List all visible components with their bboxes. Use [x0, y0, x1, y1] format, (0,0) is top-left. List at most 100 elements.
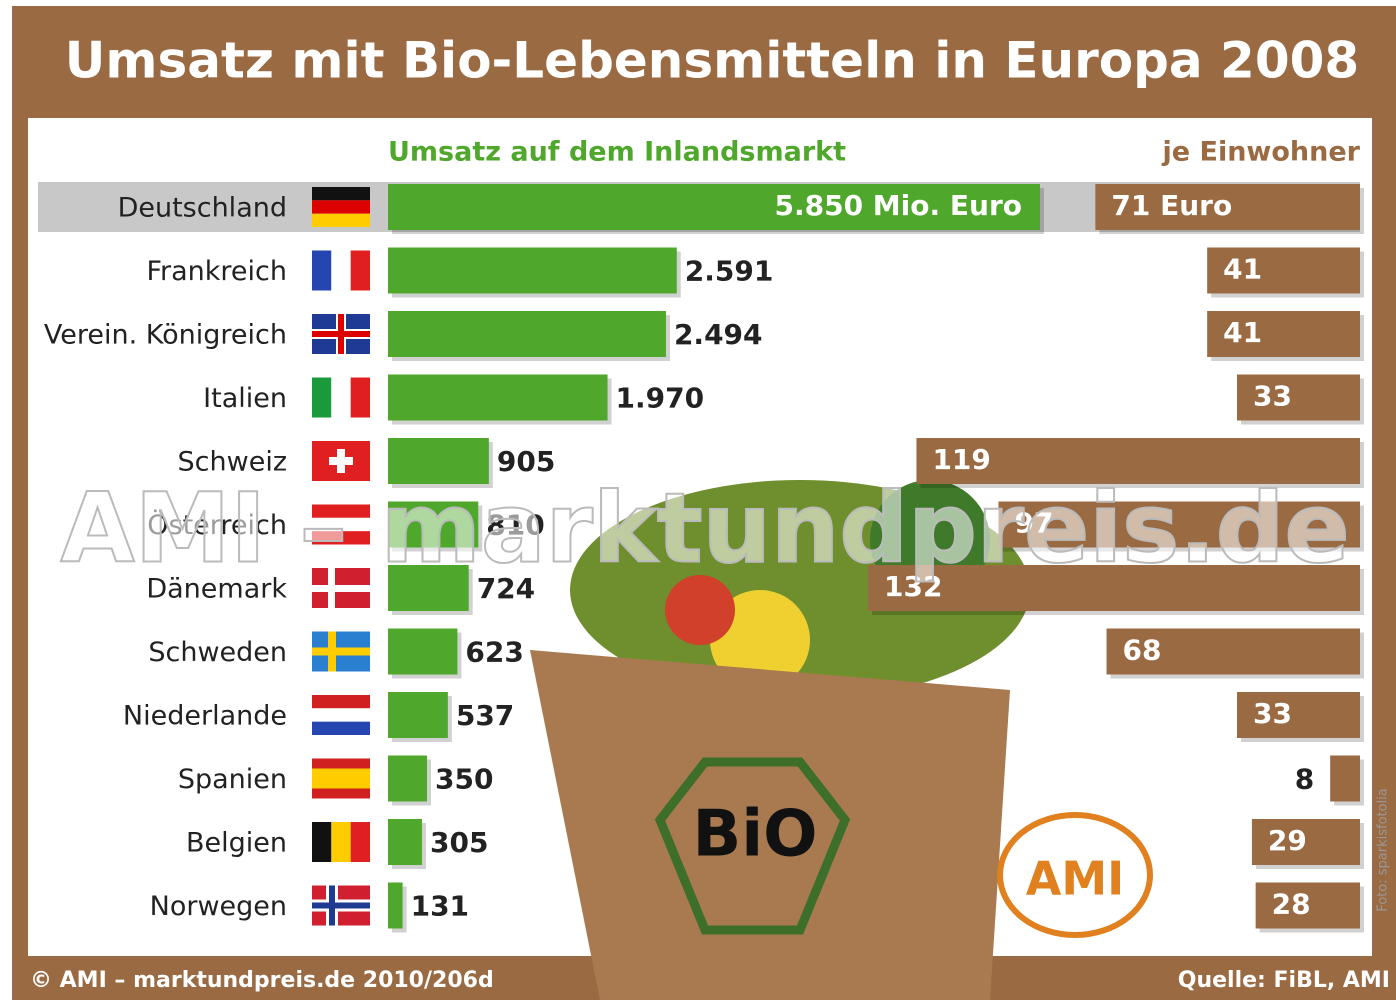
flag-part — [312, 213, 370, 227]
value-label: 724 — [477, 572, 535, 605]
flag-part — [312, 721, 370, 735]
flag-part — [312, 250, 332, 291]
category-label: Norwegen — [150, 891, 287, 922]
bar — [388, 438, 489, 484]
value-label: 132 — [884, 570, 942, 603]
category-label: Belgien — [186, 828, 287, 859]
watermark: AMI – marktundpreis.de — [60, 472, 1349, 584]
bar — [1255, 882, 1360, 929]
photo-credit: Foto: sparkisfotolia — [1376, 788, 1391, 912]
value-label: 33 — [1253, 380, 1292, 413]
value-label: 8 — [1295, 763, 1314, 796]
bar — [1095, 184, 1360, 230]
title: Umsatz mit Bio-Lebensmitteln in Europa 2… — [65, 32, 1359, 90]
series-header: Umsatz auf dem Inlandsmarkt — [388, 137, 846, 168]
bar — [388, 311, 666, 357]
bag-image — [530, 480, 1153, 1000]
flag-part — [312, 377, 332, 418]
bar — [1251, 819, 1360, 865]
value-label: 119 — [932, 443, 990, 476]
value-label: 350 — [435, 763, 493, 796]
bar — [1237, 692, 1360, 738]
flag-part — [329, 457, 353, 465]
flag-part — [312, 822, 332, 862]
flag-part — [350, 822, 370, 862]
bar — [1207, 311, 1360, 357]
value-label: 905 — [497, 445, 555, 478]
flag-part — [312, 585, 370, 592]
category-label: Deutschland — [118, 193, 287, 224]
bar — [1237, 374, 1360, 421]
bar — [1330, 755, 1360, 802]
category-label: Schweden — [148, 637, 287, 668]
value-label: 810 — [486, 509, 544, 542]
category-label: Österreich — [147, 509, 287, 541]
series-header: je Einwohner — [1162, 137, 1361, 168]
flag-part — [312, 504, 370, 518]
bar — [388, 628, 458, 675]
value-label: 1.970 — [616, 382, 705, 415]
bar — [998, 501, 1360, 548]
bio-logo — [654, 757, 851, 935]
bag — [530, 650, 1010, 1000]
category-label: Italien — [203, 383, 287, 414]
value-label: 41 — [1223, 316, 1262, 349]
flag-part — [331, 250, 351, 291]
value-label: 5.850 Mio. Euro — [774, 189, 1022, 222]
value-label: 29 — [1268, 824, 1307, 857]
flag-part — [312, 187, 370, 201]
flag-part — [312, 768, 370, 789]
category-label: Niederlande — [123, 701, 287, 732]
category-label: Verein. Königreich — [44, 320, 287, 351]
flag-part — [312, 200, 370, 214]
ami-logo-text: AMI — [1026, 852, 1125, 906]
bar — [388, 247, 677, 294]
value-label: 28 — [1272, 888, 1311, 921]
flag-part — [312, 531, 370, 545]
flag-part — [312, 695, 370, 709]
bar — [868, 565, 1360, 611]
value-label: 68 — [1123, 634, 1162, 667]
flag-part — [331, 377, 351, 418]
footer-right: Quelle: FiBL, AMI — [1178, 968, 1390, 993]
category-label: Dänemark — [146, 574, 287, 605]
category-label: Schweiz — [178, 447, 287, 478]
flag-part — [312, 647, 370, 656]
value-label: 2.494 — [674, 318, 763, 351]
value-label: 97 — [1014, 507, 1053, 540]
bar — [388, 819, 422, 865]
value-label: 131 — [411, 890, 469, 923]
flag-part — [350, 250, 370, 291]
fruit — [665, 575, 735, 645]
bar — [1207, 247, 1360, 294]
value-label: 305 — [430, 826, 488, 859]
category-label: Spanien — [178, 764, 287, 795]
flag-part — [312, 331, 370, 337]
category-label: Frankreich — [146, 256, 287, 287]
value-label: 33 — [1253, 697, 1292, 730]
bar — [388, 882, 403, 929]
bar — [388, 501, 479, 548]
bar — [388, 184, 1040, 230]
bar — [388, 692, 448, 738]
value-label: 41 — [1223, 253, 1262, 286]
bar — [388, 374, 608, 421]
footer-left: © AMI – marktundpreis.de 2010/206d — [30, 968, 494, 993]
bio-logo-text: BiO — [692, 798, 817, 872]
value-label: 623 — [465, 636, 523, 669]
bar — [388, 755, 428, 802]
value-label: 71 Euro — [1111, 189, 1232, 222]
flag-part — [350, 377, 370, 418]
fruit — [710, 590, 810, 690]
flag-part — [331, 822, 351, 862]
flag-part — [312, 708, 370, 722]
bar — [388, 565, 469, 611]
value-label: 2.591 — [685, 255, 774, 288]
flag-part — [312, 902, 370, 909]
value-label: 537 — [456, 699, 514, 732]
ami-logo — [997, 812, 1153, 938]
bar — [916, 438, 1360, 484]
flag-part — [312, 517, 370, 532]
bar — [1106, 628, 1360, 675]
